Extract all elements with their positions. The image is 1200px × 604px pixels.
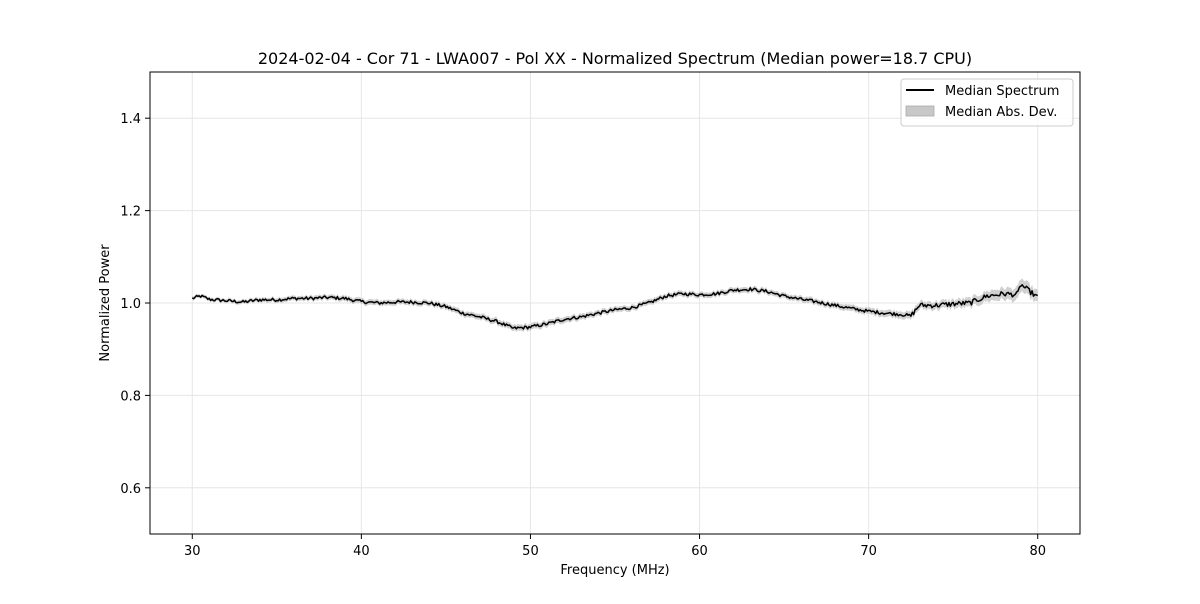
y-tick-label: 1.4 xyxy=(120,112,141,127)
chart-title: 2024-02-04 - Cor 71 - LWA007 - Pol XX - … xyxy=(258,49,972,68)
x-tick-label: 70 xyxy=(860,544,877,559)
legend: Median Spectrum Median Abs. Dev. xyxy=(900,78,1074,127)
y-tick-label: 0.8 xyxy=(120,389,141,404)
x-tick-label: 50 xyxy=(522,544,539,559)
x-axis-ticks: 30 40 50 60 70 80 xyxy=(184,534,1046,559)
legend-box xyxy=(900,78,1074,127)
y-tick-label: 0.6 xyxy=(120,482,141,497)
y-axis-label: Normalized Power xyxy=(98,244,113,362)
y-axis-ticks: 0.6 0.8 1.0 1.2 1.4 xyxy=(120,112,150,497)
x-tick-label: 60 xyxy=(691,544,708,559)
x-tick-label: 80 xyxy=(1029,544,1046,559)
x-tick-label: 40 xyxy=(353,544,370,559)
legend-label-mad: Median Abs. Dev. xyxy=(945,105,1057,120)
median-line-layer xyxy=(191,283,1039,330)
y-tick-label: 1.2 xyxy=(120,205,141,220)
legend-label-median-spectrum: Median Spectrum xyxy=(945,84,1059,99)
y-tick-label: 1.0 xyxy=(120,297,141,312)
x-axis-label: Frequency (MHz) xyxy=(560,563,669,578)
series-median-spectrum-line xyxy=(191,283,1039,330)
legend-swatch-mad xyxy=(905,105,935,117)
x-tick-label: 30 xyxy=(184,544,201,559)
